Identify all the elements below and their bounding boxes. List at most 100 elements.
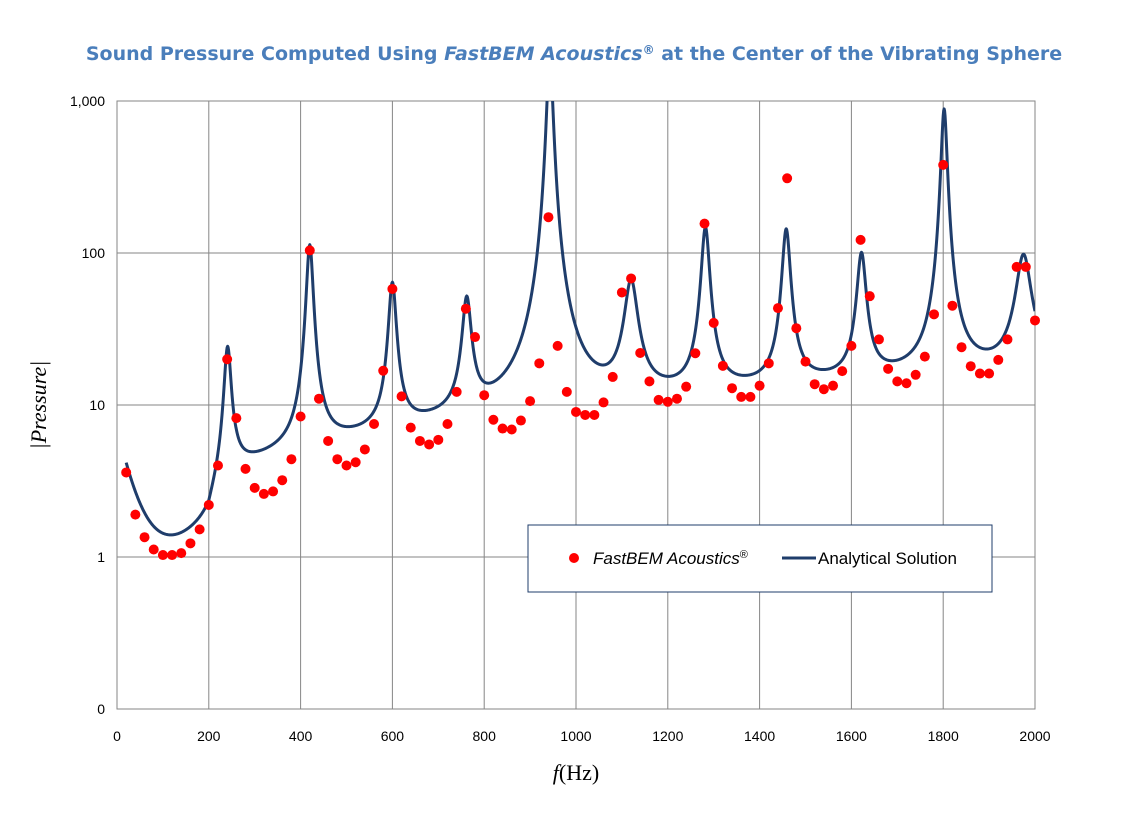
data-point [497, 423, 508, 434]
data-point [846, 340, 857, 351]
data-point [653, 394, 664, 405]
data-point [607, 371, 618, 382]
data-point [488, 414, 499, 425]
data-point [194, 524, 205, 535]
data-point [167, 550, 178, 561]
data-point [534, 358, 545, 369]
data-point [717, 360, 728, 371]
data-point [231, 413, 242, 424]
data-point [148, 544, 159, 555]
data-point [965, 361, 976, 372]
data-point [396, 391, 407, 402]
x-tick-label: 1800 [928, 728, 959, 744]
data-point [249, 482, 260, 493]
data-point [451, 386, 462, 397]
data-point [681, 381, 692, 392]
data-point [984, 368, 995, 379]
data-point [460, 303, 471, 314]
data-point [277, 475, 288, 486]
data-point [837, 366, 848, 377]
data-point [993, 354, 1004, 365]
data-point [690, 348, 701, 359]
data-point [662, 396, 673, 407]
data-point [515, 415, 526, 426]
data-point [901, 378, 912, 389]
data-point [818, 384, 829, 395]
data-point [341, 460, 352, 471]
data-point [295, 411, 306, 422]
data-point [121, 467, 132, 478]
data-point [947, 300, 958, 311]
data-point [745, 391, 756, 402]
data-point [864, 291, 875, 302]
data-point [754, 380, 765, 391]
data-point [736, 391, 747, 402]
data-point [974, 368, 985, 379]
data-point [332, 454, 343, 465]
data-point [1011, 261, 1022, 272]
data-point [571, 406, 581, 417]
data-point [929, 309, 940, 320]
x-tick-label: 0 [113, 728, 121, 744]
data-point [268, 486, 279, 497]
data-point [405, 422, 416, 433]
x-tick-label: 600 [381, 728, 405, 744]
data-point [258, 488, 269, 499]
data-point [323, 435, 334, 446]
data-point [883, 363, 894, 374]
y-tick-label: 100 [82, 245, 106, 261]
legend-marker-fastbem [569, 553, 579, 563]
data-point [910, 369, 921, 380]
y-tick-label: 1,000 [70, 93, 105, 109]
x-tick-label: 200 [197, 728, 221, 744]
data-point [240, 463, 251, 474]
data-point [313, 393, 324, 404]
data-point [176, 548, 187, 559]
data-point [414, 435, 425, 446]
data-point [708, 317, 719, 328]
data-point [1030, 315, 1040, 326]
data-point [828, 380, 839, 391]
x-tick-label: 400 [289, 728, 313, 744]
data-point [552, 340, 563, 351]
x-tick-label: 2000 [1019, 728, 1050, 744]
data-point [791, 323, 802, 334]
data-point [304, 245, 315, 256]
data-point [956, 342, 967, 353]
data-point [626, 273, 637, 284]
data-point [378, 365, 389, 376]
x-tick-label: 800 [473, 728, 497, 744]
chart-title-italic: FastBEM Acoustics [444, 43, 642, 65]
data-point [479, 390, 490, 401]
data-point [919, 351, 930, 362]
data-point [130, 509, 141, 520]
data-point [139, 532, 150, 543]
legend-label-fastbem: FastBEM Acoustics® [593, 549, 748, 568]
data-point [892, 376, 903, 387]
y-tick-label: 0 [97, 701, 105, 717]
data-point [800, 356, 811, 367]
data-point [671, 393, 682, 404]
x-tick-label: 1200 [652, 728, 683, 744]
data-point [782, 173, 793, 184]
chart-title: Sound Pressure Computed Using FastBEM Ac… [86, 43, 1062, 65]
data-point [1020, 261, 1031, 272]
series-line-analytical-solution [124, 101, 1035, 537]
data-point [387, 283, 398, 294]
data-point [442, 418, 453, 429]
data-point [598, 397, 609, 408]
data-point [212, 460, 223, 471]
x-tick-label: 1600 [836, 728, 867, 744]
y-axis-title: |Pressure| [26, 361, 51, 450]
data-point [359, 444, 370, 455]
data-point [350, 457, 361, 468]
x-axis-title: f(Hz) [553, 760, 599, 785]
data-point [616, 287, 627, 298]
data-point [580, 409, 591, 420]
data-point [772, 303, 783, 314]
data-point [424, 439, 435, 450]
x-tick-label: 1000 [560, 728, 591, 744]
data-point [644, 376, 655, 387]
data-point [699, 218, 710, 229]
data-point [506, 424, 517, 435]
